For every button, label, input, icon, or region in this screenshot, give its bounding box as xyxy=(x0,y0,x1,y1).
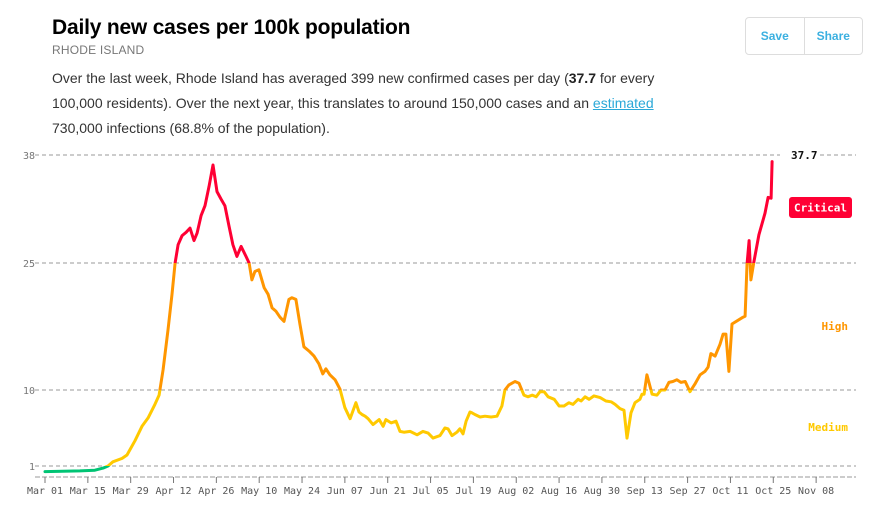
y-tick-label: 25 xyxy=(23,259,35,270)
medium-label: Medium xyxy=(808,421,848,434)
x-tick-label: Sep 13 xyxy=(627,486,663,497)
x-tick-label: Aug 30 xyxy=(584,486,620,497)
y-tick-label: 1 xyxy=(29,462,35,473)
region-label: RHODE ISLAND xyxy=(52,43,145,57)
x-tick-label: Apr 26 xyxy=(198,486,234,497)
save-button[interactable]: Save xyxy=(746,18,804,54)
x-tick-label: Aug 02 xyxy=(498,486,534,497)
x-tick-label: Mar 01 xyxy=(27,486,63,497)
gridlines xyxy=(35,154,856,467)
series-lines xyxy=(43,160,774,474)
summary-bold-value: 37.7 xyxy=(568,70,596,86)
x-tick-label: Mar 15 xyxy=(70,486,106,497)
x-tick-label: Oct 11 xyxy=(712,486,748,497)
annotations: 37.7 Critical High Medium xyxy=(789,149,852,434)
x-tick-label: May 10 xyxy=(241,486,277,497)
summary-text: Over the last week, Rhode Island has ave… xyxy=(52,66,672,141)
x-tick-label: May 24 xyxy=(284,486,320,497)
high-label: High xyxy=(822,320,849,333)
critical-label: Critical xyxy=(794,202,847,215)
summary-part-3: 730,000 infections (68.8% of the populat… xyxy=(52,120,330,136)
x-tick-label: Apr 12 xyxy=(155,486,191,497)
series-line-medium xyxy=(104,390,693,466)
x-tick-label: Mar 29 xyxy=(113,486,149,497)
share-button[interactable]: Share xyxy=(803,18,862,54)
x-tick-label: Sep 27 xyxy=(670,486,706,497)
x-tick-label: Jul 05 xyxy=(412,486,448,497)
series-line-low xyxy=(43,466,111,474)
x-tick-label: Nov 08 xyxy=(798,486,834,497)
series-line-critical xyxy=(173,160,774,263)
y-tick-label: 10 xyxy=(23,386,35,397)
x-tick-label: Oct 25 xyxy=(755,486,791,497)
x-tick-label: Aug 16 xyxy=(541,486,577,497)
summary-part-2: for every 100,000 residents). Over the n… xyxy=(52,70,655,111)
x-tick-label: Jul 19 xyxy=(455,486,491,497)
y-tick-label: 38 xyxy=(23,151,35,162)
y-axis: 1 10 25 38 xyxy=(23,151,35,473)
summary-part-1: Over the last week, Rhode Island has ave… xyxy=(52,70,569,86)
estimated-link[interactable]: estimated xyxy=(592,95,654,111)
series-line-high xyxy=(158,263,756,390)
critical-badge xyxy=(789,197,852,218)
x-axis: Mar 01 Mar 15 Mar 29 Apr 12 Apr 26 May 10 May … xyxy=(27,476,856,497)
x-tick-label: Jun 21 xyxy=(370,486,406,497)
page-title: Daily new cases per 100k population xyxy=(52,16,411,39)
last-value-label: 37.7 xyxy=(791,149,818,162)
x-tick-label: Jun 07 xyxy=(327,486,363,497)
action-button-group: Save Share xyxy=(745,17,863,55)
